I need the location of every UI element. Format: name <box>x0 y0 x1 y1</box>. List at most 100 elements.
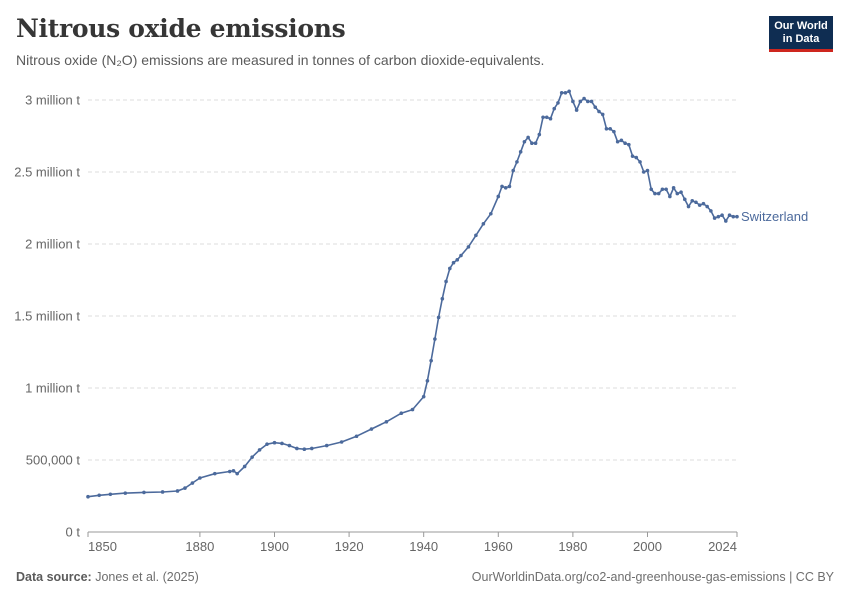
data-point[interactable] <box>649 187 654 192</box>
data-point[interactable] <box>242 464 247 469</box>
data-point[interactable] <box>474 233 478 238</box>
data-point[interactable] <box>671 186 676 190</box>
data-point[interactable] <box>574 108 579 112</box>
data-source-value[interactable]: Jones et al. (2025) <box>95 570 199 584</box>
data-point[interactable] <box>522 139 527 144</box>
data-point[interactable] <box>727 213 732 217</box>
data-point[interactable] <box>287 443 292 448</box>
data-point[interactable] <box>481 222 486 226</box>
data-point[interactable] <box>563 91 568 95</box>
data-point[interactable] <box>634 155 639 160</box>
data-point[interactable] <box>227 469 232 474</box>
data-point[interactable] <box>86 494 90 499</box>
data-point[interactable] <box>384 420 389 424</box>
data-point[interactable] <box>108 492 113 497</box>
data-point[interactable] <box>720 213 724 217</box>
data-point[interactable] <box>675 191 680 196</box>
data-point[interactable] <box>250 455 254 459</box>
data-point[interactable] <box>645 168 650 173</box>
data-point[interactable] <box>586 99 590 104</box>
data-point[interactable] <box>425 379 430 383</box>
data-point[interactable] <box>213 471 217 476</box>
data-point[interactable] <box>183 486 187 490</box>
data-point[interactable] <box>701 201 706 206</box>
data-point[interactable] <box>533 141 538 145</box>
data-point[interactable] <box>641 170 646 174</box>
data-point[interactable] <box>712 216 717 220</box>
source-url[interactable]: OurWorldinData.org/co2-and-greenhouse-ga… <box>471 570 834 584</box>
data-point[interactable] <box>724 219 728 223</box>
data-point[interactable] <box>686 204 691 209</box>
data-point[interactable] <box>556 101 560 105</box>
data-point[interactable] <box>597 109 601 114</box>
data-point[interactable] <box>339 440 344 444</box>
data-point[interactable] <box>582 96 586 101</box>
data-point[interactable] <box>627 142 631 147</box>
data-point[interactable] <box>660 187 665 192</box>
data-point[interactable] <box>198 476 202 480</box>
data-point[interactable] <box>399 411 404 416</box>
data-point[interactable] <box>735 214 739 219</box>
data-point[interactable] <box>705 204 709 209</box>
data-point[interactable] <box>515 160 519 164</box>
data-point[interactable] <box>518 150 523 154</box>
data-point[interactable] <box>160 490 165 494</box>
data-point[interactable] <box>567 89 571 94</box>
data-point[interactable] <box>309 446 314 451</box>
data-point[interactable] <box>578 99 583 104</box>
data-point[interactable] <box>544 115 549 120</box>
data-point[interactable] <box>612 129 616 134</box>
data-point[interactable] <box>630 154 635 158</box>
data-point[interactable] <box>421 394 426 399</box>
data-point[interactable] <box>257 448 262 452</box>
data-point[interactable] <box>593 105 598 109</box>
data-point[interactable] <box>272 440 277 445</box>
data-point[interactable] <box>97 493 101 498</box>
data-point[interactable] <box>324 443 329 448</box>
data-point[interactable] <box>302 447 307 452</box>
data-point[interactable] <box>541 115 545 120</box>
data-point[interactable] <box>697 203 702 207</box>
data-point[interactable] <box>589 99 594 104</box>
data-point[interactable] <box>410 407 415 412</box>
data-point[interactable] <box>489 211 493 216</box>
data-point[interactable] <box>600 112 605 117</box>
data-point[interactable] <box>444 279 448 284</box>
data-point[interactable] <box>440 296 445 301</box>
data-point[interactable] <box>142 490 146 495</box>
data-point[interactable] <box>530 141 534 145</box>
data-point[interactable] <box>619 138 624 143</box>
data-point[interactable] <box>608 127 612 131</box>
data-point[interactable] <box>265 442 269 446</box>
data-point[interactable] <box>716 214 721 219</box>
data-point[interactable] <box>123 491 128 495</box>
data-point[interactable] <box>429 358 433 363</box>
data-point[interactable] <box>507 184 512 189</box>
data-point[interactable] <box>638 160 642 164</box>
data-point[interactable] <box>280 441 284 446</box>
data-point[interactable] <box>690 199 695 203</box>
data-point[interactable] <box>503 186 508 190</box>
data-point[interactable] <box>459 253 463 258</box>
data-point[interactable] <box>615 139 620 144</box>
owid-logo[interactable]: Our World in Data <box>769 16 833 52</box>
data-point[interactable] <box>369 427 374 431</box>
series-label[interactable]: Switzerland <box>741 209 808 224</box>
data-point[interactable] <box>668 194 672 199</box>
data-point[interactable] <box>436 315 441 320</box>
data-point[interactable] <box>447 266 452 271</box>
data-point[interactable] <box>537 132 542 137</box>
data-point[interactable] <box>548 116 553 121</box>
data-point[interactable] <box>623 141 627 145</box>
data-point[interactable] <box>656 191 661 196</box>
data-point[interactable] <box>559 91 564 95</box>
data-point[interactable] <box>526 135 530 140</box>
data-point[interactable] <box>235 471 239 476</box>
data-point[interactable] <box>552 106 557 111</box>
data-point[interactable] <box>679 190 683 194</box>
data-point[interactable] <box>694 200 698 205</box>
data-point[interactable] <box>604 127 609 131</box>
data-point[interactable] <box>175 489 180 493</box>
data-point[interactable] <box>295 446 299 451</box>
data-point[interactable] <box>571 99 575 104</box>
